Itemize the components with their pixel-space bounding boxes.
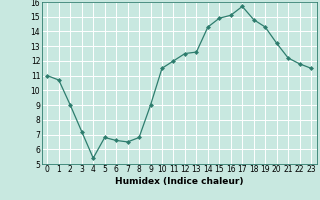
X-axis label: Humidex (Indice chaleur): Humidex (Indice chaleur) [115, 177, 244, 186]
